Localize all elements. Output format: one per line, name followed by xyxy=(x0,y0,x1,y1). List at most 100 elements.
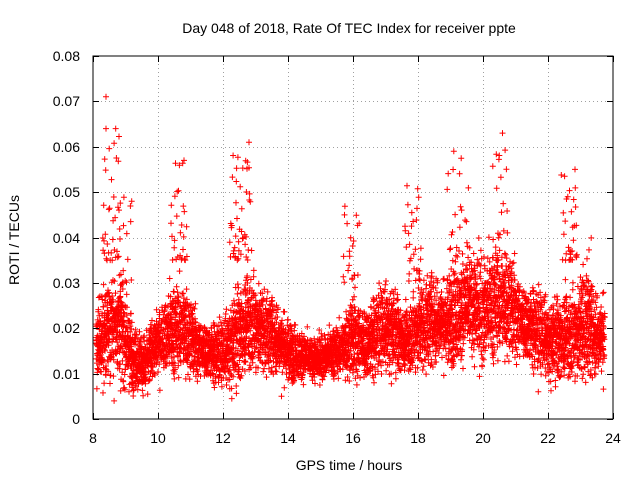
data-point xyxy=(113,329,120,336)
data-point xyxy=(156,387,163,394)
data-point xyxy=(102,347,108,354)
data-point xyxy=(279,317,285,324)
data-point xyxy=(134,386,141,393)
data-point xyxy=(273,319,280,326)
data-point xyxy=(119,345,125,352)
data-point xyxy=(107,380,113,387)
data-point xyxy=(128,319,135,326)
data-point xyxy=(239,338,246,345)
data-point xyxy=(183,356,190,363)
data-point xyxy=(283,365,290,372)
data-point xyxy=(211,322,218,328)
data-point xyxy=(423,371,430,378)
data-point xyxy=(248,295,255,302)
data-point xyxy=(291,327,298,334)
data-point xyxy=(158,320,165,327)
data-point xyxy=(255,280,262,287)
data-point xyxy=(460,340,467,347)
data-point xyxy=(376,280,383,287)
data-point xyxy=(128,326,135,332)
data-point xyxy=(293,347,300,354)
data-point xyxy=(243,254,250,260)
data-point xyxy=(101,380,108,387)
data-point xyxy=(292,322,299,328)
data-point xyxy=(100,389,106,396)
chart-title: Day 048 of 2018, Rate Of TEC Index for r… xyxy=(182,20,516,36)
data-point xyxy=(223,382,230,388)
data-point xyxy=(105,342,112,349)
data-point xyxy=(146,376,152,383)
data-point xyxy=(273,368,280,375)
data-point xyxy=(222,369,229,376)
data-point xyxy=(154,329,161,336)
data-point xyxy=(235,296,242,303)
data-point xyxy=(171,375,178,382)
data-point xyxy=(130,393,137,399)
data-point xyxy=(262,333,268,340)
data-point xyxy=(232,350,239,357)
data-point xyxy=(209,370,216,377)
data-point xyxy=(383,278,389,284)
data-point xyxy=(188,301,194,308)
data-point xyxy=(261,286,268,293)
data-point xyxy=(463,239,470,246)
data-point xyxy=(194,378,201,385)
data-point xyxy=(410,294,417,301)
data-points xyxy=(93,93,608,404)
data-point xyxy=(244,297,251,304)
data-point xyxy=(230,373,237,380)
data-point xyxy=(128,310,134,317)
data-point xyxy=(161,307,168,314)
data-point xyxy=(136,328,143,335)
data-point xyxy=(279,369,286,376)
data-point xyxy=(299,372,306,379)
data-point xyxy=(250,273,257,280)
data-point xyxy=(284,331,291,338)
data-point xyxy=(241,286,248,293)
data-point xyxy=(255,364,261,371)
data-point xyxy=(228,395,235,402)
data-point xyxy=(120,323,127,330)
data-point xyxy=(284,316,291,323)
data-point xyxy=(123,312,130,319)
data-point xyxy=(124,324,131,331)
data-point xyxy=(99,310,105,317)
data-point xyxy=(479,363,486,370)
data-point xyxy=(119,286,126,292)
data-point xyxy=(395,296,401,303)
data-point xyxy=(392,375,399,382)
data-point xyxy=(127,323,134,330)
data-point xyxy=(301,333,307,340)
data-point xyxy=(382,281,389,288)
data-point xyxy=(234,281,241,288)
data-point xyxy=(336,314,343,321)
data-point xyxy=(238,372,245,379)
data-point xyxy=(95,306,102,313)
data-point xyxy=(110,296,117,303)
data-point xyxy=(231,300,238,307)
data-point xyxy=(238,300,245,307)
data-point xyxy=(402,296,409,303)
data-point xyxy=(257,302,263,309)
data-point xyxy=(235,303,242,309)
data-point xyxy=(244,273,251,279)
data-point xyxy=(245,296,252,303)
data-point xyxy=(166,275,173,282)
data-point xyxy=(174,289,181,296)
data-point xyxy=(186,376,193,383)
data-point xyxy=(179,290,186,297)
data-point xyxy=(395,360,402,366)
data-point xyxy=(252,369,259,376)
data-point xyxy=(343,308,350,315)
data-point xyxy=(410,288,417,295)
data-point xyxy=(192,300,199,307)
data-point xyxy=(267,357,274,364)
data-point xyxy=(326,322,333,329)
data-point xyxy=(242,304,249,311)
data-point xyxy=(267,312,274,319)
data-point xyxy=(228,385,235,392)
data-point xyxy=(185,371,191,378)
data-point xyxy=(300,381,307,388)
data-point xyxy=(402,362,409,369)
data-point xyxy=(255,311,262,317)
